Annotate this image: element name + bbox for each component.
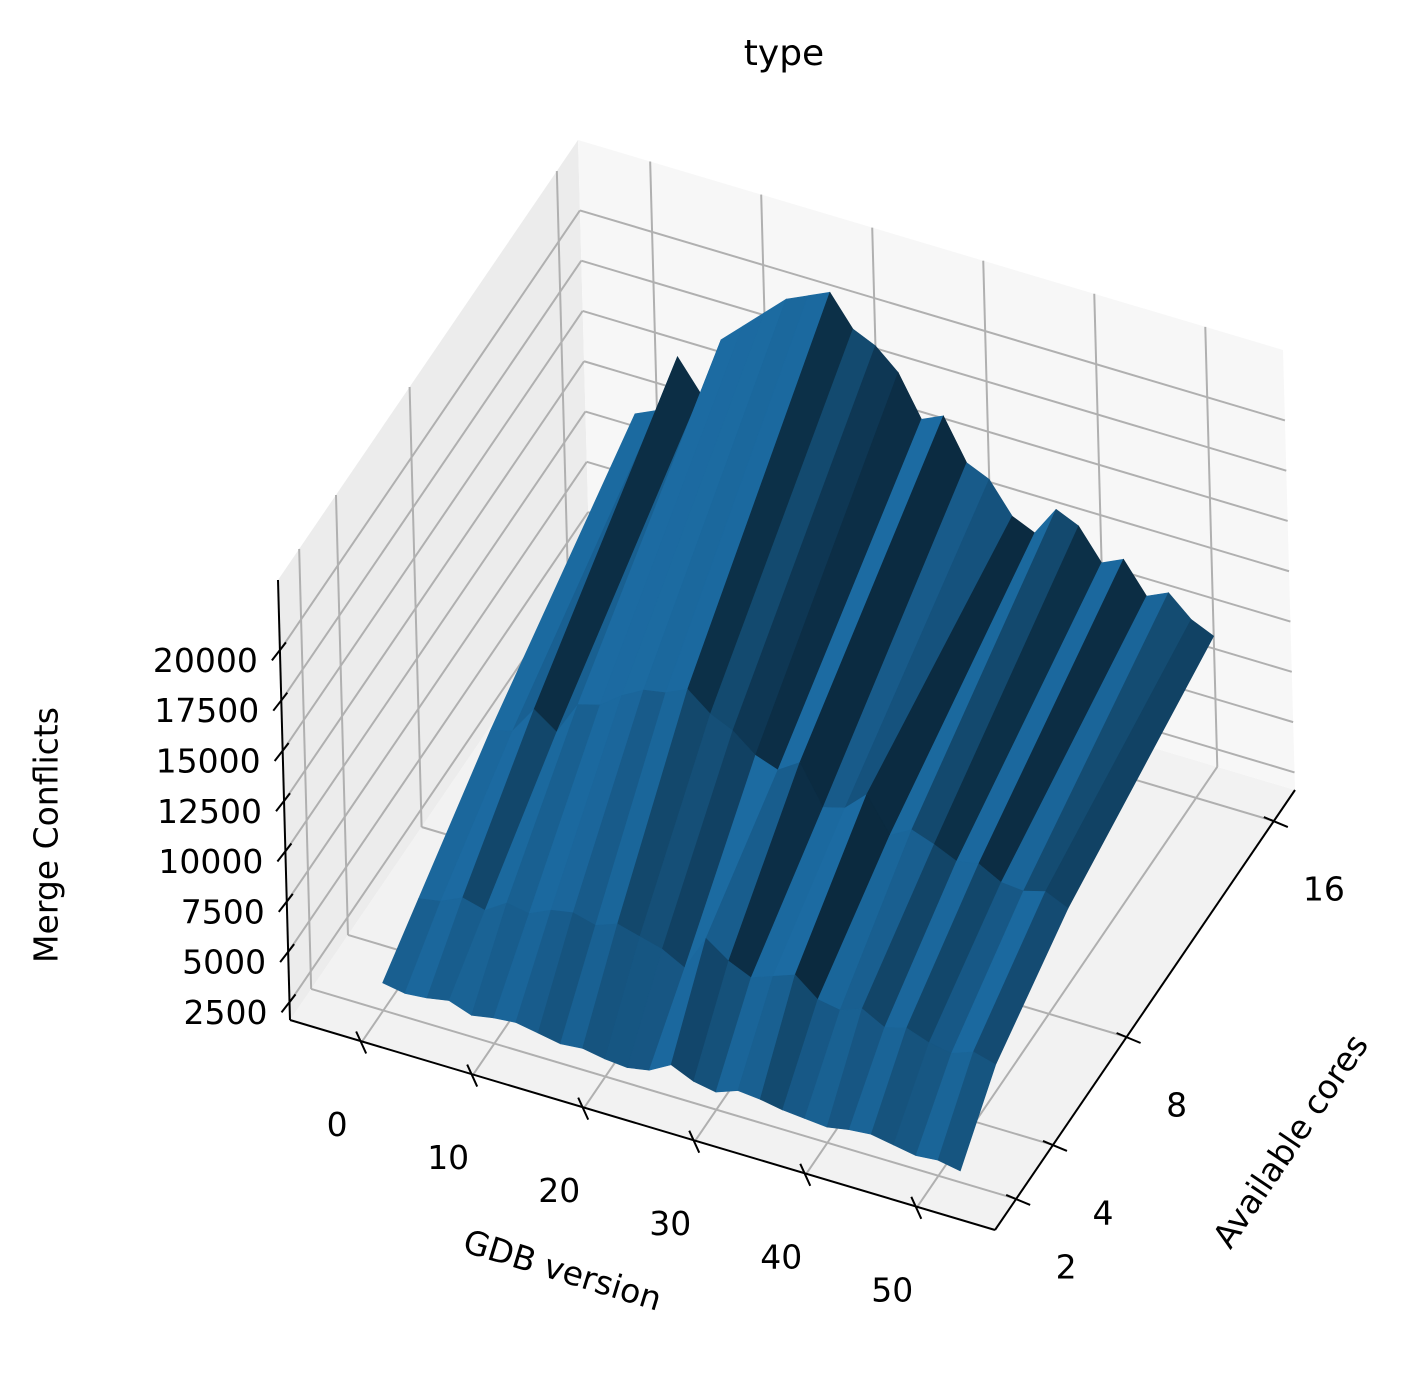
grid-line (581, 259, 1287, 472)
grid-line (310, 987, 1017, 1200)
grid-line (285, 461, 588, 903)
z-tick (276, 842, 293, 863)
x-tick (799, 1163, 812, 1187)
y-axis-line (994, 789, 1296, 1231)
x-tick-label: 0 (327, 1105, 348, 1144)
y-tick-label: 4 (1092, 1193, 1113, 1232)
z-tick-label: 10000 (158, 842, 263, 881)
x-axis-line (289, 1019, 996, 1231)
z-tick-label: 2500 (184, 993, 268, 1032)
axes (271, 579, 1296, 1231)
x-tick (577, 1097, 590, 1121)
surface (382, 291, 1215, 1172)
y-tick (1042, 1140, 1068, 1152)
y-tick (1005, 1194, 1031, 1206)
z-tick (280, 993, 297, 1014)
grid-line (582, 310, 1288, 522)
z-tick (273, 742, 290, 762)
chart-title: type (744, 33, 824, 74)
x-tick-label: 10 (427, 1138, 469, 1177)
x-axis-label: GDB version (459, 1221, 666, 1318)
y-tick-label: 2 (1056, 1247, 1077, 1286)
z-tick-label: 7500 (181, 892, 265, 931)
z-tick-label: 5000 (182, 943, 266, 982)
grid-line (281, 310, 584, 752)
grid-line (1204, 326, 1219, 767)
z-tick (275, 792, 291, 812)
z-tick-label: 20000 (153, 641, 258, 680)
z-tick (277, 893, 294, 913)
x-tick (910, 1196, 923, 1220)
z-axis-label: Merge Conflicts (27, 707, 66, 963)
z-tick-label: 12500 (157, 792, 262, 831)
grid-line (284, 410, 587, 853)
x-tick (688, 1130, 701, 1154)
x-tick-label: 30 (649, 1204, 691, 1243)
z-tick (271, 641, 287, 662)
y-tick (1116, 1032, 1141, 1044)
y-tick-label: 16 (1303, 870, 1345, 909)
grid-line (283, 360, 585, 802)
x-tick (466, 1064, 479, 1087)
y-tick-label: 8 (1166, 1085, 1187, 1124)
y-axis-label: Available cores (1205, 1027, 1376, 1255)
surface-patch (937, 1051, 997, 1172)
z-tick-label: 15000 (156, 741, 261, 780)
z-tick-label: 17500 (154, 691, 259, 730)
x-tick (355, 1031, 368, 1054)
x-tick-label: 50 (871, 1270, 913, 1309)
z-tick (279, 943, 295, 963)
y-tick (1263, 816, 1289, 828)
grid-line (287, 511, 589, 953)
grid-line (279, 209, 581, 651)
x-tick-label: 40 (760, 1237, 802, 1276)
grid-line (280, 260, 583, 702)
z-axis-line (277, 579, 291, 1021)
x-tick-label: 20 (538, 1171, 580, 1210)
z-tick (272, 692, 289, 712)
grid-line (579, 209, 1286, 422)
